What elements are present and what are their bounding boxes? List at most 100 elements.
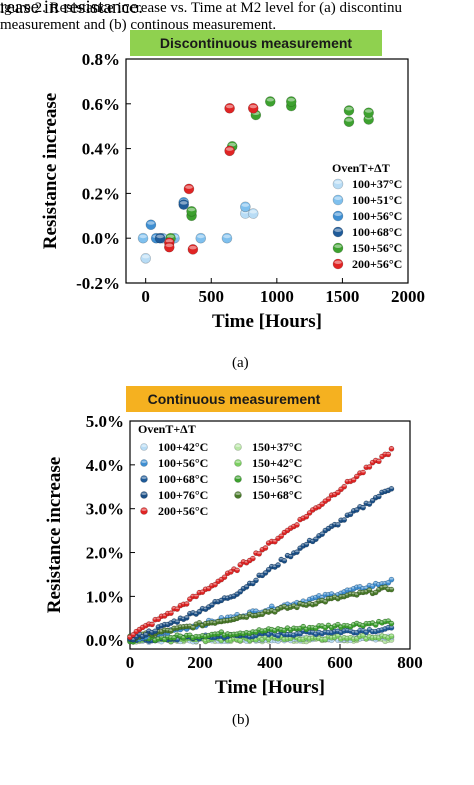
data-point: [319, 531, 326, 538]
legend-label: 150+56°C: [252, 472, 302, 486]
data-point: [193, 593, 200, 600]
data-point: [243, 583, 250, 590]
data-point: [294, 522, 300, 528]
data-point: [341, 517, 348, 523]
legend-marker: [140, 459, 148, 467]
data-point: [271, 538, 278, 545]
chart-a-title: Discontinuous measurement: [130, 30, 382, 56]
data-point: [385, 451, 392, 458]
chart-b-title: Continuous measurement: [126, 386, 342, 412]
data-point: [178, 199, 190, 210]
chart-b: 0 200 400 600 800 0.0% 1.0% 2.0% 3.0% 4.0% 5.0% Tim…: [44, 412, 423, 698]
data-point: [237, 588, 244, 595]
data-point: [363, 107, 374, 119]
data-point: [388, 586, 395, 593]
data-point: [183, 614, 190, 621]
data-point: [343, 105, 355, 116]
data-point: [275, 562, 281, 568]
data-point: [294, 549, 300, 556]
x-axis-label: Time [Hours]: [212, 311, 322, 332]
data-point: [247, 102, 259, 114]
top-text: rease in resistance.: [0, 0, 143, 18]
x-tick-label: 1500: [325, 287, 359, 306]
data-point: [190, 624, 196, 631]
legend-label: 100+68°C: [352, 225, 402, 239]
legend-marker: [140, 507, 148, 515]
panel-b-caption: (b): [232, 712, 250, 728]
legend-label: 200+56°C: [352, 257, 402, 271]
data-point: [275, 632, 281, 639]
legend-marker: [332, 242, 344, 254]
data-point: [281, 557, 288, 564]
plot-frame: [125, 58, 409, 284]
data-point: [366, 587, 373, 594]
legend-label: 150+68°C: [252, 488, 302, 502]
data-point: [278, 533, 285, 540]
data-point: [249, 580, 256, 587]
y-tick-label: 1.0%: [86, 587, 124, 606]
y-tick-label: 0.8%: [82, 50, 120, 69]
data-point: [325, 496, 332, 502]
data-point: [256, 550, 263, 557]
y-tick-label: 0.6%: [82, 95, 120, 114]
data-point: [303, 541, 310, 548]
data-point: [187, 244, 199, 255]
legend-label: 100+68°C: [158, 472, 208, 486]
y-tick-label: 2.0%: [86, 544, 124, 563]
data-point: [149, 621, 155, 628]
data-point: [240, 201, 251, 213]
panel-a-caption: (a): [232, 355, 249, 371]
data-point: [360, 469, 366, 476]
data-point: [306, 510, 313, 516]
data-point: [322, 498, 329, 505]
chart-a: 0 500 1000 1500 2000 -0.2% 0.0% 0.2% 0.4% 0.6% 0.8…: [40, 50, 425, 332]
y-tick-label: 4.0%: [86, 456, 124, 475]
legend-marker: [140, 475, 148, 483]
data-point: [218, 629, 225, 635]
data-point: [353, 473, 360, 480]
data-point: [285, 96, 297, 107]
data-point: [174, 606, 181, 612]
data-point: [294, 604, 300, 611]
x-tick-label: 800: [397, 653, 423, 672]
legend-label: 200+56°C: [158, 504, 208, 518]
legend-label: 100+76°C: [158, 488, 208, 502]
x-tick-label: 0: [126, 653, 135, 672]
data-point: [234, 567, 240, 574]
x-tick-label: 400: [257, 653, 283, 672]
legend-marker: [234, 475, 242, 483]
legend-marker: [234, 491, 242, 499]
data-point: [183, 183, 195, 195]
data-point: [163, 241, 175, 253]
data-point: [262, 570, 269, 576]
data-point: [262, 545, 269, 551]
legend-label: 100+51°C: [352, 193, 402, 207]
x-tick-label: 2000: [391, 287, 425, 306]
data-point: [208, 602, 215, 608]
data-point: [249, 555, 256, 562]
data-point: [388, 445, 395, 452]
data-point: [152, 628, 159, 635]
legend-marker: [332, 178, 344, 190]
data-point: [221, 574, 228, 581]
data-point: [253, 577, 259, 584]
y-axis-label: Resistance increase: [40, 93, 61, 249]
x-tick-label: 500: [199, 287, 225, 306]
y-tick-label: 0.0%: [82, 229, 120, 248]
y-tick-label: -0.2%: [76, 274, 120, 293]
data-point: [221, 232, 233, 244]
data-point: [375, 493, 382, 500]
data-point: [379, 633, 385, 639]
data-point: [142, 631, 149, 638]
y-tick-label: 3.0%: [86, 500, 124, 519]
data-point: [212, 581, 218, 588]
data-point: [303, 513, 310, 520]
figure-caption-line-1: igure 2. Resistance increase vs. Time at…: [0, 0, 402, 16]
legend-label: 100+42°C: [158, 440, 208, 454]
data-point: [186, 206, 197, 217]
y-tick-label: 0.0%: [86, 631, 124, 650]
data-point: [334, 489, 341, 496]
data-point: [290, 603, 297, 609]
data-point: [372, 622, 379, 628]
data-point: [312, 536, 319, 543]
